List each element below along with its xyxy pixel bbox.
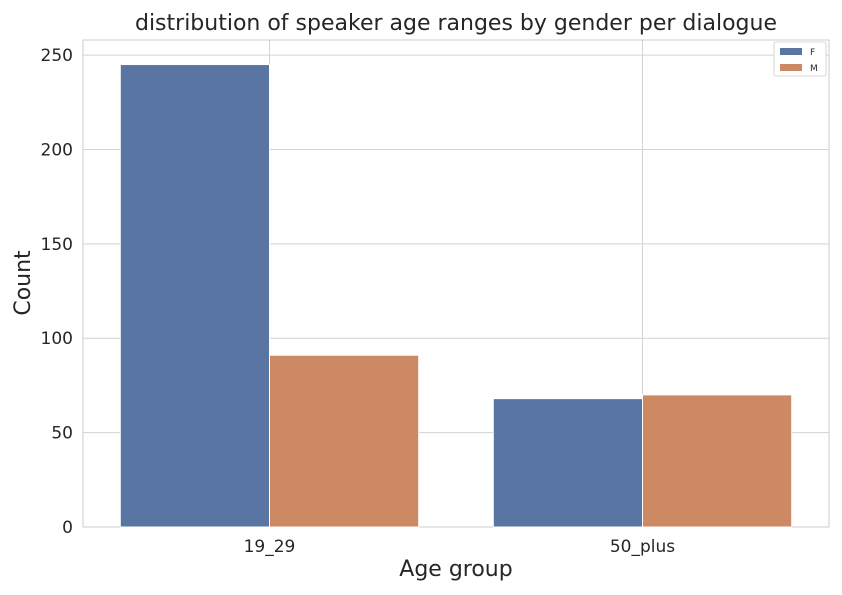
x-axis-tick-labels: 19_29 50_plus	[244, 537, 676, 557]
legend-swatch-F	[780, 48, 802, 55]
x-tick-label: 50_plus	[610, 537, 675, 557]
legend: FM	[773, 41, 827, 77]
bars	[119, 64, 793, 528]
plot-area-frame	[82, 39, 830, 528]
x-axis-label: Age group	[399, 557, 512, 582]
y-tick-label: 150	[41, 235, 73, 255]
bar-M-50_plus	[642, 394, 793, 528]
y-tick-label: 50	[51, 424, 73, 444]
bar-F-19_29	[119, 64, 270, 528]
legend-label-F: F	[810, 48, 815, 58]
bar-F-50_plus	[492, 398, 643, 528]
legend-swatch-M	[780, 64, 802, 71]
chart-title: distribution of speaker age ranges by ge…	[135, 11, 777, 36]
y-tick-label: 0	[62, 518, 73, 538]
y-axis-tick-labels: 0 50 100 150 200 250	[41, 46, 73, 538]
y-axis-label: Count	[11, 250, 36, 316]
bar-M-19_29	[269, 354, 420, 528]
y-tick-label: 200	[41, 140, 73, 160]
legend-label-M: M	[810, 64, 818, 74]
y-tick-label: 250	[41, 46, 73, 66]
x-tick-label: 19_29	[244, 537, 296, 557]
y-tick-label: 100	[41, 329, 73, 349]
